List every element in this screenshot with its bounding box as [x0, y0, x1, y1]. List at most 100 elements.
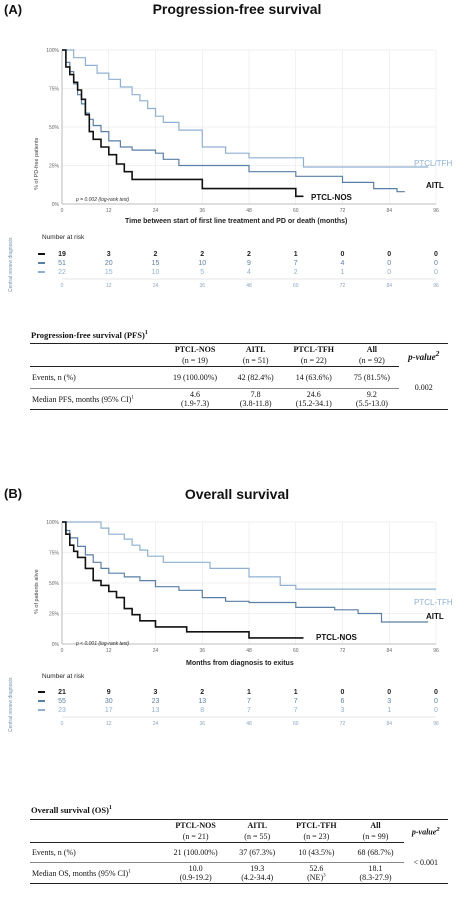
x-tick-label: 36 [199, 208, 205, 214]
pfs-chart: 0 12 24 36 48 60 72 84 960%25%50%75%100%19 3 2 2 2 1 0… [38, 48, 439, 289]
pfs-risk-header: Number at risk [42, 234, 85, 241]
risk-count: 4 [341, 260, 345, 267]
risk-x-tick-label: 0 [61, 283, 64, 289]
os-label-tfh: PTCL-TFH [414, 598, 453, 607]
pfs-col-all: All [344, 343, 400, 355]
risk-count: 10 [152, 269, 160, 276]
pfs-label-nos: PTCL-NOS [311, 193, 352, 202]
risk-count: 22 [58, 269, 66, 276]
risk-x-tick-label: 72 [340, 283, 346, 289]
risk-x-tick-label: 36 [199, 283, 205, 289]
y-tick-label: 50% [49, 125, 60, 131]
pfs-table-title: Progression-free survival (PFS)1 [31, 330, 148, 340]
risk-count: 0 [387, 251, 391, 258]
os-p-value-note: p < 0.001 (log-rank test) [76, 641, 130, 647]
risk-count: 15 [152, 260, 160, 267]
table-row: Median PFS, months (95% CI)1 4.6 (1.9-7.3… [30, 388, 448, 410]
pfs-label-aitl: AITL [426, 181, 444, 190]
os-x-axis-label: Months from diagnosis to exitus [186, 660, 294, 667]
os-chart: 0 12 24 36 48 60 72 84 960%25%50%75%100%21 9 3 2 1 1 0… [38, 520, 439, 727]
risk-x-tick-label: 84 [386, 283, 392, 289]
risk-count: 0 [434, 260, 438, 267]
risk-count: 51 [58, 260, 66, 267]
risk-x-tick-label: 48 [246, 283, 252, 289]
y-tick-label: 25% [49, 164, 60, 170]
table-row: Median OS, months (95% CI)1 10.0 (0.9-19.… [30, 862, 448, 884]
pfs-col-aitl: AITL [228, 343, 284, 355]
risk-count: 3 [387, 698, 391, 705]
risk-count: 0 [434, 269, 438, 276]
risk-count: 7 [247, 698, 251, 705]
os-label-nos: PTCL-NOS [316, 633, 357, 642]
y-tick-label: 0% [52, 642, 60, 648]
risk-count: 3 [107, 251, 111, 258]
y-tick-label: 0% [52, 202, 60, 208]
panel-b-label: (B) [4, 486, 23, 501]
risk-count: 2 [294, 269, 298, 276]
risk-x-tick-label: 24 [153, 283, 159, 289]
risk-count: 4 [247, 269, 251, 276]
risk-count: 0 [434, 251, 438, 258]
risk-count: 1 [247, 689, 251, 696]
y-tick-label: 100% [46, 48, 59, 54]
risk-count: 0 [387, 260, 391, 267]
risk-count: 9 [107, 689, 111, 696]
risk-x-tick-label: 84 [386, 721, 392, 727]
x-tick-label: 72 [340, 208, 346, 214]
risk-count: 1 [294, 251, 298, 258]
risk-count: 7 [294, 260, 298, 267]
risk-count: 0 [341, 689, 345, 696]
y-tick-label: 75% [49, 551, 60, 557]
x-tick-label: 0 [61, 648, 64, 654]
os-n-aitl: (n = 55) [229, 831, 286, 843]
os-col-all: All [347, 819, 404, 831]
os-col-tfh: PTCL-TFH [285, 819, 348, 831]
pfs-col-pvalue: p-value2 [399, 343, 448, 367]
risk-count: 3 [154, 689, 158, 696]
x-tick-label: 96 [433, 648, 439, 654]
y-tick-label: 75% [49, 87, 60, 93]
risk-count: 19 [58, 251, 66, 258]
os-y-axis-label: % of patients alive [34, 569, 40, 614]
panel-b-title: Overall survival [184, 486, 290, 502]
risk-x-tick-label: 96 [433, 283, 439, 289]
x-tick-label: 12 [106, 648, 112, 654]
x-tick-label: 12 [106, 208, 112, 214]
pfs-x-axis-label: Time between start of first line treatme… [125, 218, 348, 225]
y-tick-label: 25% [49, 612, 60, 618]
table-row: Events, n (%) 21 (100.00%) 37 (67.3%) 10… [30, 842, 448, 884]
risk-count: 20 [105, 260, 113, 267]
pfs-pvalue: 0.002 [399, 366, 448, 410]
risk-x-tick-label: 96 [433, 721, 439, 727]
risk-count: 1 [341, 269, 345, 276]
km-curve-tfh [62, 49, 429, 168]
risk-x-tick-label: 12 [106, 721, 112, 727]
x-tick-label: 72 [340, 648, 346, 654]
risk-x-tick-label: 0 [61, 721, 64, 727]
risk-x-tick-label: 60 [293, 721, 299, 727]
x-tick-label: 84 [386, 208, 392, 214]
os-col-nos: PTCL-NOS [162, 819, 230, 831]
risk-count: 3 [341, 707, 345, 714]
risk-count: 7 [294, 698, 298, 705]
os-pvalue: < 0.001 [403, 842, 448, 884]
risk-count: 5 [200, 269, 204, 276]
risk-count: 21 [58, 689, 66, 696]
km-curve-aitl [62, 521, 429, 623]
risk-count: 15 [105, 269, 113, 276]
risk-x-tick-label: 24 [153, 721, 159, 727]
risk-count: 23 [152, 698, 160, 705]
pfs-n-all: (n = 92) [344, 355, 400, 367]
x-tick-label: 36 [199, 648, 205, 654]
pfs-col-nos: PTCL-NOS [162, 343, 229, 355]
risk-x-tick-label: 36 [199, 721, 205, 727]
risk-count: 9 [247, 260, 251, 267]
pfs-p-value-note: p = 0.002 (log-rank test) [76, 197, 130, 203]
os-n-nos: (n = 21) [162, 831, 230, 843]
risk-count: 17 [105, 707, 113, 714]
x-tick-label: 96 [433, 208, 439, 214]
x-tick-label: 60 [293, 648, 299, 654]
pfs-n-aitl: (n = 51) [228, 355, 284, 367]
risk-count: 2 [200, 251, 204, 258]
x-tick-label: 0 [61, 208, 64, 214]
